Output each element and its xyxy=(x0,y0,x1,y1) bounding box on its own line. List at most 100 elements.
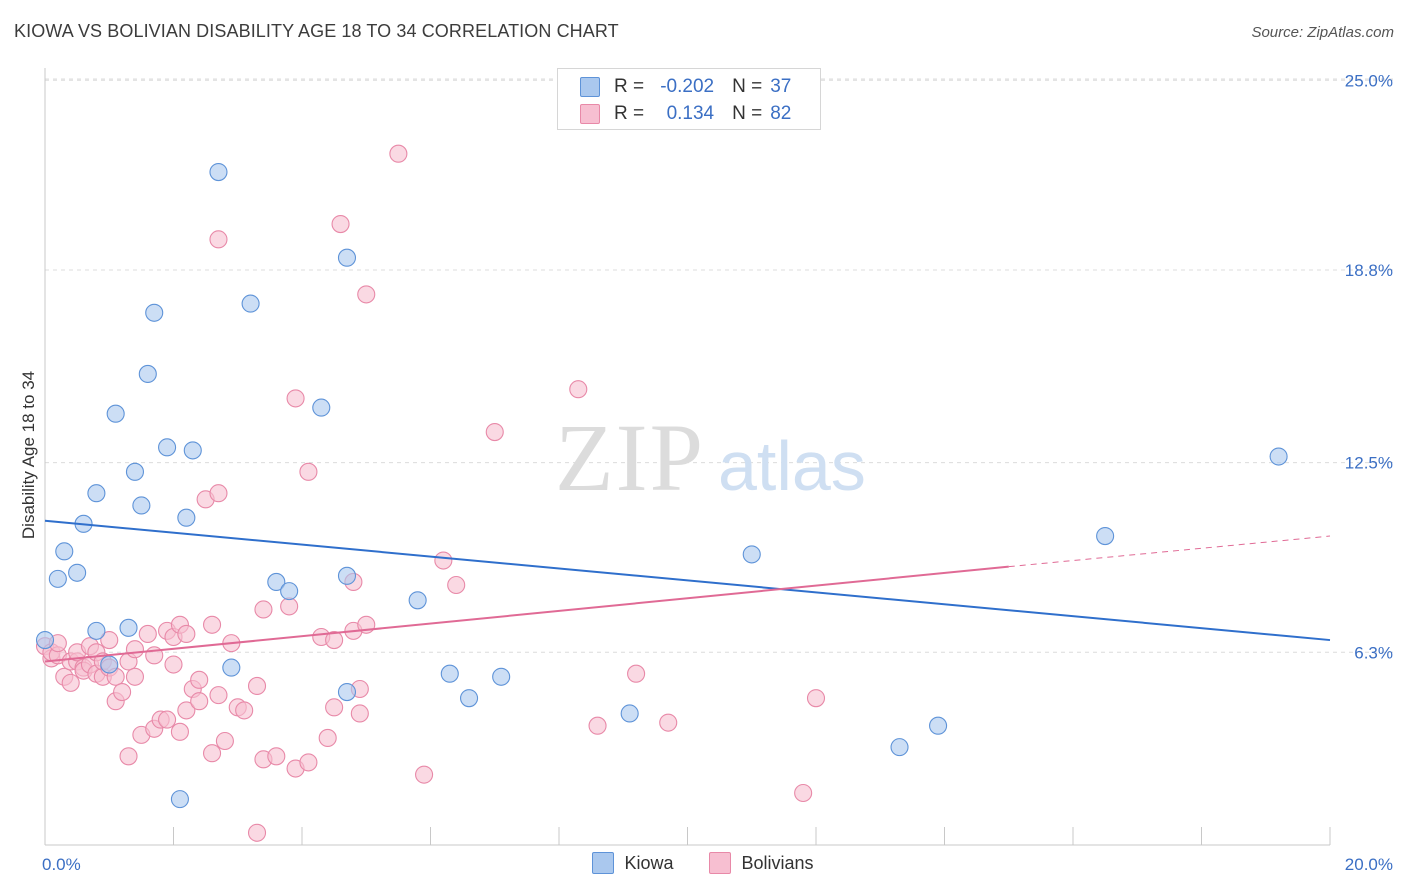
kiowa-point xyxy=(87,621,106,640)
kiowa-legend-label: Kiowa xyxy=(624,852,674,873)
bolivian-point xyxy=(177,624,196,643)
bolivian-point xyxy=(588,716,607,735)
legend-r-value: -0.202 xyxy=(660,76,715,97)
x-tick-label: 0.0% xyxy=(42,855,81,874)
kiowa-point xyxy=(177,508,196,527)
bolivian-point xyxy=(806,689,826,708)
bolivian-point xyxy=(215,731,234,751)
kiowa-trend-line xyxy=(44,519,1331,642)
legend: R = -0.202 N = 37 R = 0.134 N = 82 xyxy=(557,68,821,130)
bolivian-point xyxy=(113,683,132,702)
kiowa-point xyxy=(48,569,67,588)
bolivian-point xyxy=(190,692,209,711)
y-tick-label: 25.0% xyxy=(1345,71,1393,90)
kiowa-point xyxy=(312,398,331,417)
bolivian-trend-extension xyxy=(1008,535,1331,568)
bolivian-legend-label: Bolivians xyxy=(741,852,814,873)
bolivian-point xyxy=(247,823,267,842)
data-points xyxy=(35,144,1288,842)
bolivian-point xyxy=(794,783,813,803)
legend-n-label: N = xyxy=(732,76,763,97)
bolivian-point xyxy=(203,615,222,634)
bolivian-point xyxy=(627,664,646,683)
bolivian-point xyxy=(209,484,228,503)
bolivian-point xyxy=(125,640,144,659)
source-label: Source: ZipAtlas.com xyxy=(1251,24,1394,41)
bolivian-point xyxy=(325,631,344,650)
kiowa-point xyxy=(138,364,157,383)
kiowa-point xyxy=(1269,447,1288,466)
kiowa-legend-swatch xyxy=(592,852,615,874)
tick-labels: 6.3% 12.5% 18.8% 25.0% 0.0% 20.0% xyxy=(42,71,1393,874)
kiowa-point xyxy=(68,563,87,582)
kiowa-point xyxy=(440,664,459,683)
kiowa-point xyxy=(100,655,119,674)
kiowa-point xyxy=(890,738,909,757)
bolivian-point xyxy=(415,765,434,784)
bolivian-point xyxy=(280,597,299,616)
bolivian-point xyxy=(299,462,318,481)
y-axis-label: Disability Age 18 to 34 xyxy=(19,371,38,539)
kiowa-point xyxy=(408,591,427,610)
bolivian-point xyxy=(357,285,376,304)
gridlines xyxy=(45,78,1395,653)
bolivian-point xyxy=(318,728,337,747)
kiowa-point xyxy=(929,716,948,735)
bolivian-point xyxy=(434,551,453,570)
bolivian-point xyxy=(325,698,344,717)
bolivian-point xyxy=(190,670,209,689)
bolivian-legend-swatch xyxy=(709,852,732,874)
bolivian-point xyxy=(389,144,408,163)
bottom-legend-kiowa: Kiowa xyxy=(592,852,673,874)
kiowa-point xyxy=(241,294,260,313)
kiowa-point xyxy=(337,248,357,267)
kiowa-point xyxy=(280,582,299,601)
y-tick-label: 6.3% xyxy=(1354,643,1393,662)
bolivian-point xyxy=(61,673,80,692)
bottom-legend-bolivians: Bolivians xyxy=(709,852,814,874)
bolivian-point xyxy=(100,631,119,650)
bolivian-point xyxy=(659,713,678,732)
kiowa-point xyxy=(267,572,286,591)
legend-n-value: 37 xyxy=(770,76,792,97)
legend-row-kiowa: R = -0.202 N = 37 xyxy=(580,75,791,99)
bottom-legend: Kiowa Bolivians xyxy=(0,852,1406,874)
bolivian-point xyxy=(170,722,189,741)
bolivian-point xyxy=(299,753,318,772)
bolivian-point xyxy=(350,704,369,723)
bolivian-point xyxy=(247,676,267,695)
kiowa-point xyxy=(337,683,357,702)
kiowa-point xyxy=(55,542,74,561)
kiowa-point xyxy=(106,404,125,423)
kiowa-point xyxy=(209,163,228,182)
kiowa-point xyxy=(459,689,479,708)
kiowa-point xyxy=(125,462,144,481)
watermark-zip: ZIP xyxy=(555,404,705,511)
bolivian-point xyxy=(209,230,228,249)
bolivian-point xyxy=(209,686,228,705)
kiowa-point xyxy=(742,545,761,564)
kiowa-point xyxy=(183,441,202,460)
y-tick-label: 12.5% xyxy=(1345,454,1393,473)
bolivian-point xyxy=(177,701,196,720)
bolivian-point xyxy=(569,380,588,399)
x-tick-label: 20.0% xyxy=(1345,855,1393,874)
bolivian-point xyxy=(235,701,254,720)
kiowa-point xyxy=(222,658,241,677)
kiowa-point xyxy=(145,303,164,322)
chart-title: KIOWA VS BOLIVIAN DISABILITY AGE 18 TO 3… xyxy=(14,21,619,41)
bolivian-point xyxy=(164,655,183,674)
legend-r-label: R = xyxy=(614,103,645,124)
kiowa-point xyxy=(337,566,357,585)
bolivian-point xyxy=(267,747,286,766)
kiowa-point xyxy=(35,631,55,650)
kiowa-point xyxy=(170,790,189,809)
kiowa-point xyxy=(492,667,511,686)
kiowa-point xyxy=(158,438,177,457)
bolivian-point xyxy=(119,747,138,766)
bolivian-point xyxy=(447,575,466,595)
axes xyxy=(44,68,1331,846)
kiowa-point xyxy=(132,496,151,515)
legend-n-value: 82 xyxy=(770,103,792,124)
